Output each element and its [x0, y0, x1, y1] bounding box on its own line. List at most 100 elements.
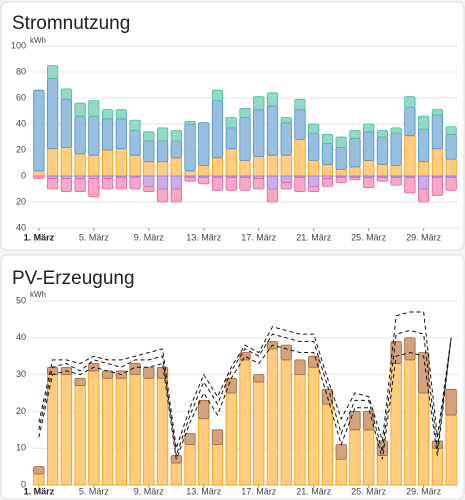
bar-segment: [253, 381, 265, 486]
bar-segment: [253, 178, 265, 190]
x-tick-label: 21. März: [296, 486, 332, 496]
bar-segment: [349, 429, 361, 486]
bar-segment: [253, 156, 265, 177]
bar-segment: [74, 385, 86, 486]
bar-segment: [321, 133, 334, 144]
y-tick-label: 10: [16, 443, 26, 453]
forecast-line: [38, 311, 452, 449]
bar-segment: [404, 135, 416, 177]
bar-segment: [46, 148, 59, 177]
bar-segment: [280, 122, 292, 156]
bar-segment: [170, 175, 182, 190]
y-tick-label: 40: [16, 222, 26, 232]
bar-segment: [266, 175, 279, 190]
bar-segment: [431, 109, 444, 116]
x-tick-label: 1. März: [24, 486, 55, 496]
bar-segment: [170, 157, 182, 177]
bar-segment: [33, 175, 45, 179]
bar-segment: [418, 392, 430, 486]
bar-segment: [184, 123, 196, 172]
bar-segment: [184, 170, 196, 177]
bar-segment: [390, 341, 402, 364]
x-tick-label: 5. März: [79, 232, 110, 242]
bar-segment: [74, 377, 86, 387]
bar-segment: [143, 366, 155, 379]
x-tick-label: 9. März: [134, 486, 165, 496]
bar-segment: [363, 159, 375, 177]
bar-segment: [88, 100, 100, 117]
bar-segment: [60, 146, 72, 177]
bar-segment: [101, 377, 114, 486]
bar-segment: [404, 176, 416, 194]
bar-segment: [211, 444, 224, 486]
bar-segment: [418, 188, 430, 203]
x-tick-label: 1. März: [24, 232, 55, 242]
bar-segment: [349, 176, 361, 181]
bar-segment: [239, 108, 251, 118]
bar-segment: [129, 176, 141, 190]
bar-segment: [46, 374, 59, 486]
bar-segment: [253, 374, 265, 383]
bar-segment: [74, 153, 86, 177]
bar-segment: [211, 157, 224, 177]
bar-segment: [74, 178, 86, 193]
bar-segment: [404, 359, 416, 486]
bar-segment: [376, 136, 389, 165]
x-tick-label: 17. März: [241, 232, 277, 242]
bar-segment: [101, 118, 114, 151]
forecast-line: [38, 329, 452, 456]
y-tick-label: 0: [21, 479, 26, 489]
bar-segment: [321, 163, 334, 177]
bar-segment: [198, 122, 210, 166]
x-tick-label: 25. März: [351, 232, 387, 242]
bar-segment: [308, 123, 320, 134]
bar-segment: [143, 175, 155, 187]
y-tick-label: 20: [16, 144, 26, 154]
bar-segment: [363, 131, 375, 161]
bar-segment: [445, 388, 457, 416]
bar-segment: [198, 165, 210, 177]
bar-segment: [184, 121, 196, 125]
bar-segment: [211, 100, 224, 159]
bar-segment: [431, 114, 444, 150]
bar-segment: [266, 92, 279, 107]
bar-segment: [321, 143, 334, 165]
bar-segment: [198, 176, 210, 185]
x-tick-label: 17. März: [241, 486, 277, 496]
card-title: PV-Erzeugung: [12, 268, 135, 289]
bar-segment: [156, 127, 169, 142]
bar-segment: [101, 149, 114, 177]
bar-segment: [156, 175, 169, 190]
bar-segment: [418, 115, 430, 130]
bar-segment: [294, 109, 306, 140]
bar-segment: [280, 344, 292, 361]
bar-segment: [225, 148, 237, 177]
x-tick-label: 21. März: [296, 232, 332, 242]
bar-segment: [335, 444, 347, 460]
bar-segment: [88, 178, 100, 198]
bar-segment: [115, 118, 127, 150]
bar-segment: [129, 119, 141, 131]
bar-segment: [335, 176, 347, 183]
bar-segment: [349, 166, 361, 177]
y-tick-label: 0: [21, 170, 26, 180]
y-tick-label: 30: [16, 369, 26, 379]
bar-segment: [390, 127, 402, 134]
bar-segment: [280, 154, 292, 177]
x-tick-label: 5. März: [79, 486, 110, 496]
y-tick-label: 20: [16, 406, 26, 416]
bar-segment: [143, 140, 155, 163]
bar-segment: [170, 140, 182, 159]
bar-segment: [88, 154, 100, 177]
bar-segment: [239, 159, 251, 177]
bar-segment: [418, 128, 430, 163]
bar-segment: [321, 178, 334, 187]
forecast-line: [38, 337, 452, 460]
bar-segment: [431, 148, 444, 177]
bar-segment: [74, 115, 86, 155]
bar-segment: [280, 359, 292, 486]
x-tick-label: 29. März: [406, 232, 442, 242]
bar-segment: [253, 96, 265, 111]
bar-segment: [404, 106, 416, 137]
